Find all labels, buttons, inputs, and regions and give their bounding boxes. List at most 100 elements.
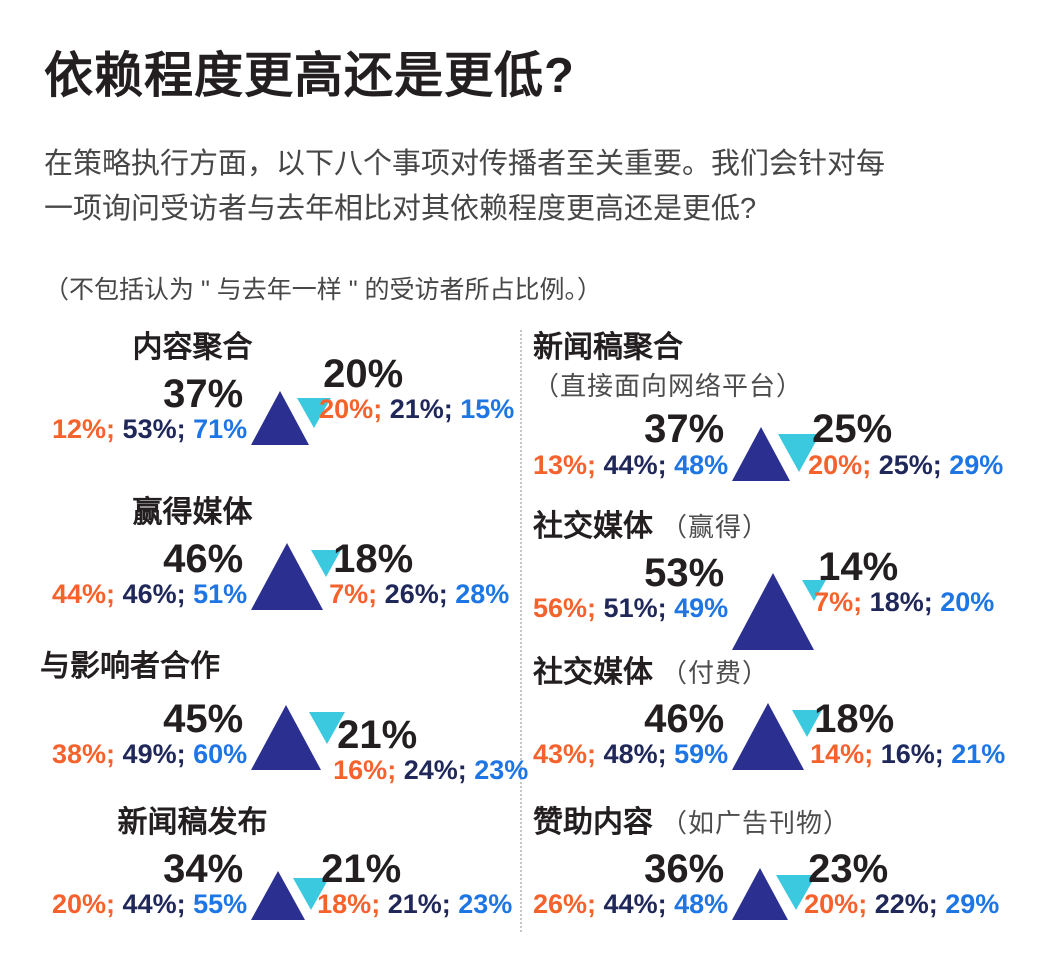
stat-panel-influencer-collab: 与影响者合作 45% 38%49%60% 21% 16%24%23% [40, 650, 528, 785]
panel-title-text: 内容聚合 [132, 331, 253, 364]
panel-title-text: 赢得媒体 [132, 496, 253, 529]
higher-breakdown: 13%44%48% [533, 450, 728, 481]
breakdown-navy: 25% [879, 450, 950, 480]
panel-title-note: （直接面向网络平台） [533, 370, 804, 401]
higher-group: 46% 44%46%51% [52, 538, 247, 611]
higher-percent: 36% [644, 846, 725, 891]
down-triangle-icon [778, 434, 821, 473]
lower-percent: 14% [818, 544, 899, 589]
breakdown-navy: 44% [604, 889, 675, 919]
down-triangle-icon [792, 710, 823, 738]
breakdown-navy: 48% [604, 739, 675, 769]
trend-triangles [732, 427, 821, 482]
trend-triangles [732, 868, 817, 921]
lower-breakdown: 7%18%20% [814, 587, 994, 618]
breakdown-blue: 28% [455, 579, 510, 610]
breakdown-blue: 29% [945, 889, 1000, 920]
lower-group: 21% 16%24%23% [333, 712, 528, 787]
higher-group: 36% 26%44%48% [533, 846, 728, 921]
breakdown-blue: 55% [193, 889, 248, 920]
higher-breakdown: 43%48%59% [533, 739, 728, 770]
breakdown-navy: 22% [875, 889, 946, 919]
stat-panel-press-release-distribution: 新闻稿发布 34% 20%44%55% 21% 18%21%23% [40, 806, 515, 921]
breakdown-blue: 48% [674, 450, 729, 481]
panel-title-text: 与影响者合作 [40, 650, 220, 683]
breakdown-orange: 13% [533, 450, 604, 480]
lower-group: 18% 14%16%21% [810, 698, 1005, 771]
panel-body: 37% 12%53%71% 20% 20%21%15% [40, 353, 515, 446]
lower-group: 25% 20%25%29% [808, 409, 1003, 481]
breakdown-navy: 21% [388, 889, 459, 919]
breakdown-blue: 71% [193, 414, 248, 445]
down-triangle-icon [309, 712, 346, 745]
higher-group: 37% 12%53%71% [52, 371, 247, 446]
lower-breakdown: 16%24%23% [333, 755, 528, 786]
higher-breakdown: 44%46%51% [52, 579, 247, 610]
breakdown-blue: 23% [458, 889, 513, 920]
breakdown-blue: 51% [193, 579, 248, 610]
stat-panel-content-aggregation: 内容聚合 37% 12%53%71% 20% 20%21%15% [40, 331, 515, 446]
breakdown-orange: 18% [317, 889, 388, 919]
lower-percent: 21% [337, 712, 418, 757]
trend-triangles [732, 703, 823, 771]
lower-breakdown: 20%22%29% [804, 889, 999, 920]
down-triangle-icon [311, 550, 342, 578]
stat-panel-social-media-paid: 社交媒体 （付费） 46% 43%48%59% 18% 14%16%21% [533, 656, 1028, 771]
breakdown-blue: 20% [940, 587, 995, 618]
panel-body: 36% 26%44%48% 23% 20%22%29% [533, 846, 1028, 921]
down-triangle-icon [802, 580, 827, 602]
higher-percent: 45% [163, 696, 244, 741]
panel-title-text: 社交媒体 [533, 510, 653, 543]
breakdown-orange: 20% [319, 394, 390, 424]
higher-breakdown: 20%44%55% [52, 889, 247, 920]
panel-title: 与影响者合作 [40, 650, 515, 685]
higher-percent: 53% [644, 550, 725, 595]
breakdown-orange: 43% [533, 739, 604, 769]
breakdown-navy: 44% [604, 450, 675, 480]
lower-percent: 20% [323, 351, 404, 396]
higher-group: 53% 56%51%49% [533, 550, 728, 625]
higher-percent: 37% [644, 407, 725, 452]
breakdown-orange: 7% [329, 579, 385, 609]
higher-breakdown: 38%49%60% [52, 739, 247, 770]
stat-panel-earned-media: 赢得媒体 46% 44%46%51% 18% 7%26%28% [40, 496, 515, 611]
panel-body: 46% 44%46%51% 18% 7%26%28% [40, 538, 515, 611]
breakdown-orange: 12% [52, 414, 123, 444]
higher-breakdown: 26%44%48% [533, 889, 728, 920]
down-triangle-icon [776, 875, 817, 911]
panel-title-text: 社交媒体 [533, 656, 653, 689]
breakdown-navy: 46% [123, 579, 194, 609]
lower-group: 21% 18%21%23% [317, 846, 513, 921]
panel-title: 赢得媒体 [40, 496, 345, 531]
lower-breakdown: 20%25%29% [808, 450, 1003, 481]
higher-breakdown: 12%53%71% [52, 414, 247, 445]
column-divider [520, 330, 522, 932]
page-title: 依赖程度更高还是更低? [44, 49, 575, 103]
lower-percent: 21% [321, 846, 402, 891]
panel-body: 37% 13%44%48% 25% 20%25%29% [533, 409, 1028, 482]
higher-percent: 37% [163, 371, 244, 416]
breakdown-navy: 16% [881, 739, 952, 769]
lower-percent: 23% [808, 846, 889, 891]
breakdown-navy: 44% [123, 889, 194, 919]
panel-title: 社交媒体 （付费） [533, 656, 1028, 691]
lower-group: 14% 7%18%20% [814, 544, 994, 619]
panel-title: 内容聚合 [40, 331, 345, 366]
breakdown-orange: 20% [52, 889, 123, 919]
breakdown-navy: 26% [385, 579, 456, 609]
panel-title: 社交媒体 （赢得） [533, 510, 1028, 545]
breakdown-navy: 51% [604, 593, 675, 623]
panel-body: 45% 38%49%60% 21% 16%24%23% [40, 696, 528, 785]
panel-body: 46% 43%48%59% 18% 14%16%21% [533, 698, 1028, 771]
breakdown-orange: 38% [52, 739, 123, 769]
higher-group: 45% 38%49%60% [52, 696, 247, 771]
breakdown-orange: 26% [533, 889, 604, 919]
breakdown-blue: 29% [949, 450, 1004, 481]
trend-triangles [251, 705, 346, 771]
panel-title: 新闻稿发布 [40, 806, 345, 841]
panel-title-text: 赞助内容 [533, 806, 653, 839]
higher-group: 37% 13%44%48% [533, 409, 728, 481]
breakdown-orange: 20% [804, 889, 875, 919]
breakdown-blue: 15% [460, 394, 515, 425]
